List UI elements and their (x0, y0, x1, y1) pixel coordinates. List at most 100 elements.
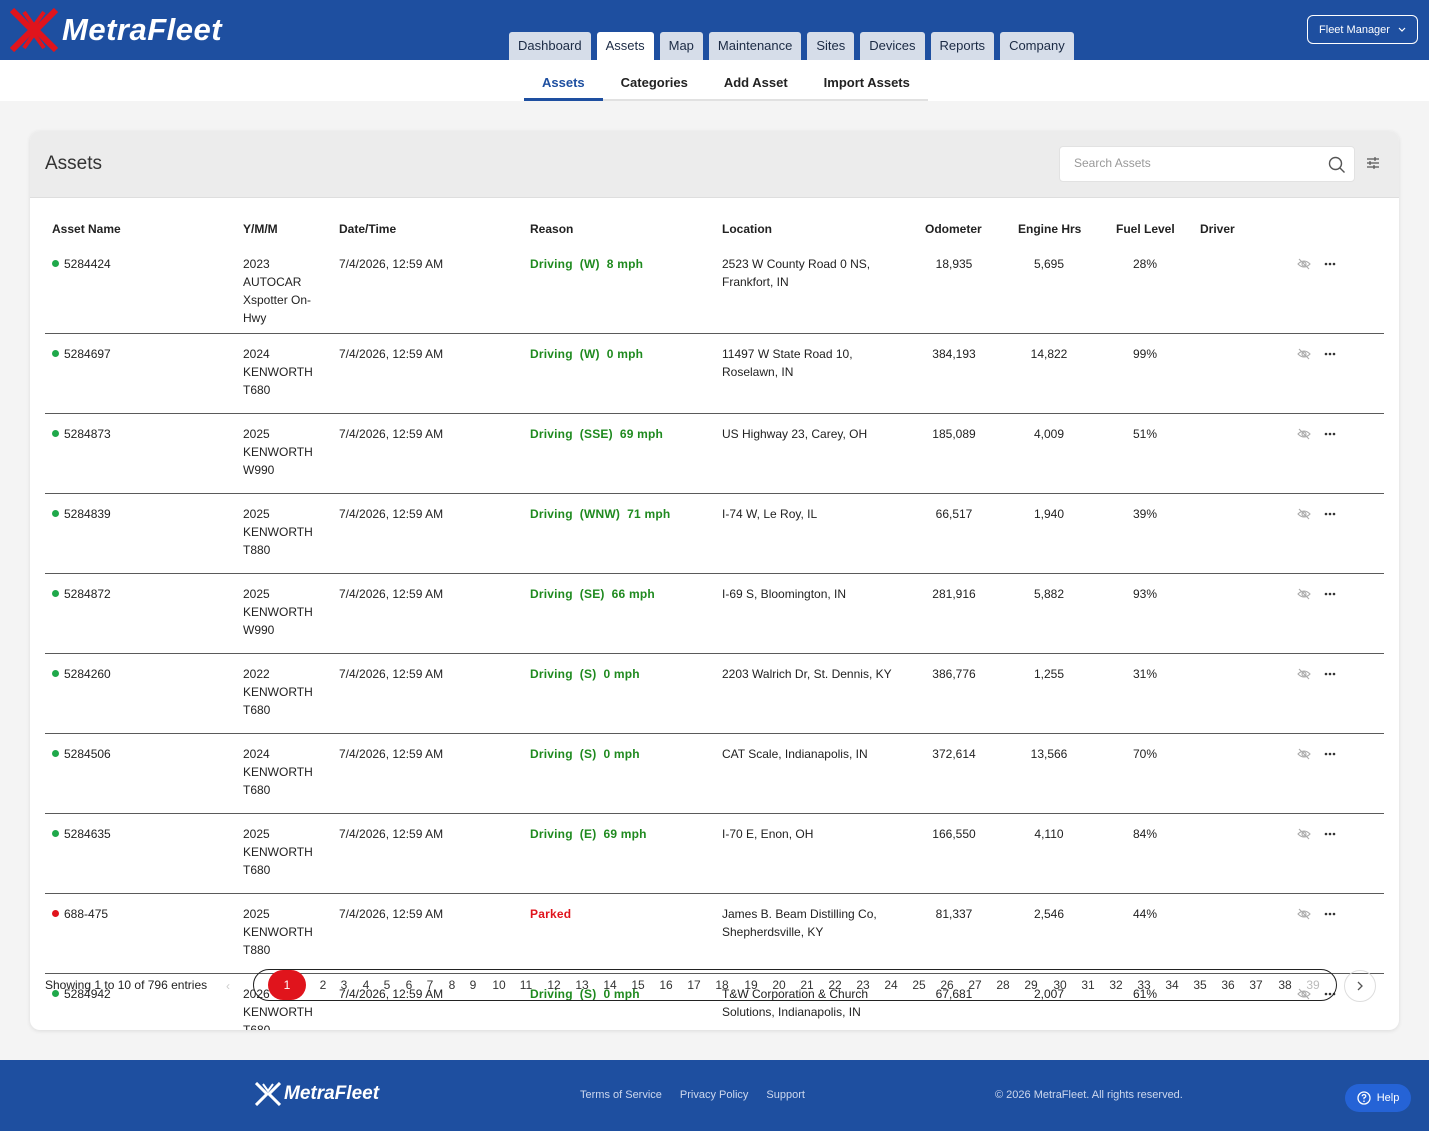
page-number[interactable]: 22 (828, 978, 842, 992)
asset-name-cell[interactable]: 5284872 (52, 585, 111, 603)
col-odometer[interactable]: Odometer (925, 222, 982, 236)
page-number[interactable]: 24 (884, 978, 898, 992)
page-number[interactable]: 28 (996, 978, 1010, 992)
asset-name[interactable]: 5284873 (64, 427, 111, 441)
asset-name[interactable]: 5284839 (64, 507, 111, 521)
nav-tab-dashboard[interactable]: Dashboard (509, 32, 591, 60)
page-number[interactable]: 39 (1306, 978, 1320, 992)
asset-name[interactable]: 5284260 (64, 667, 111, 681)
more-dots-icon[interactable] (1324, 432, 1336, 436)
asset-name[interactable]: 5284506 (64, 747, 111, 761)
eye-slash-icon[interactable] (1297, 588, 1311, 600)
asset-name-cell[interactable]: 5284635 (52, 825, 111, 843)
page-number[interactable]: 5 (383, 978, 391, 992)
footer-link-terms[interactable]: Terms of Service (580, 1089, 662, 1101)
asset-name-cell[interactable]: 5284697 (52, 345, 111, 363)
subtab-add-asset[interactable]: Add Asset (723, 75, 788, 90)
nav-tab-sites[interactable]: Sites (807, 32, 855, 60)
search-icon[interactable] (1328, 156, 1346, 174)
more-dots-icon[interactable] (1324, 262, 1336, 266)
nav-tab-maintenance[interactable]: Maintenance (708, 32, 802, 60)
brand-logo[interactable]: MetraFleet (9, 7, 222, 53)
page-number[interactable]: 6 (405, 978, 413, 992)
table-row[interactable]: 5284260 2022 KENWORTH T680 7/4/2026, 12:59 A… (45, 654, 1384, 734)
page-number[interactable]: 3 (340, 978, 348, 992)
page-number[interactable]: 15 (631, 978, 645, 992)
eye-slash-icon[interactable] (1297, 668, 1311, 680)
more-dots-icon[interactable] (1324, 912, 1336, 916)
page-number[interactable]: 7 (426, 978, 434, 992)
filter-sliders-icon[interactable] (1366, 156, 1380, 170)
table-row[interactable]: 5284424 2023 AUTOCAR Xspotter On- Hwy 7/4/202… (45, 244, 1384, 334)
asset-name[interactable]: 5284424 (64, 257, 111, 271)
page-number[interactable]: 38 (1278, 978, 1292, 992)
page-number[interactable]: 20 (772, 978, 786, 992)
nav-tab-devices[interactable]: Devices (860, 32, 925, 60)
eye-slash-icon[interactable] (1297, 348, 1311, 360)
more-dots-icon[interactable] (1324, 672, 1336, 676)
eye-slash-icon[interactable] (1297, 908, 1311, 920)
more-dots-icon[interactable] (1324, 752, 1336, 756)
col-engine-hrs[interactable]: Engine Hrs (1018, 222, 1082, 236)
page-number[interactable]: 19 (744, 978, 758, 992)
asset-name-cell[interactable]: 5284839 (52, 505, 111, 523)
nav-tab-reports[interactable]: Reports (930, 32, 995, 60)
asset-name[interactable]: 5284697 (64, 347, 111, 361)
eye-slash-icon[interactable] (1297, 508, 1311, 520)
page-number[interactable]: 34 (1165, 978, 1179, 992)
page-number[interactable]: 2 (319, 978, 327, 992)
col-location[interactable]: Location (722, 222, 772, 236)
page-number[interactable]: 14 (603, 978, 617, 992)
table-row[interactable]: 5284635 2025 KENWORTH T680 7/4/2026, 12:59 A… (45, 814, 1384, 894)
page-number[interactable]: 33 (1137, 978, 1151, 992)
table-row[interactable]: 688-475 2025 KENWORTH T880 7/4/2026, 12:59 A… (45, 894, 1384, 974)
subtab-assets[interactable]: Assets (524, 60, 603, 101)
more-dots-icon[interactable] (1324, 512, 1336, 516)
eye-slash-icon[interactable] (1297, 258, 1311, 270)
page-number[interactable]: 37 (1249, 978, 1263, 992)
page-number[interactable]: 27 (968, 978, 982, 992)
page-number[interactable]: 23 (856, 978, 870, 992)
page-number[interactable]: 17 (687, 978, 701, 992)
eye-slash-icon[interactable] (1297, 828, 1311, 840)
table-row[interactable]: 5284872 2025 KENWORTH W990 7/4/2026, 12:59 A… (45, 574, 1384, 654)
asset-name-cell[interactable]: 5284942 (52, 985, 111, 1003)
table-row[interactable]: 5284697 2024 KENWORTH T680 7/4/2026, 12:59 A… (45, 334, 1384, 414)
search-input[interactable] (1074, 156, 1314, 170)
asset-name-cell[interactable]: 688-475 (52, 905, 108, 923)
col-fuel-level[interactable]: Fuel Level (1116, 222, 1175, 236)
footer-link-support[interactable]: Support (766, 1089, 805, 1101)
page-number[interactable]: 9 (469, 978, 477, 992)
table-row[interactable]: 5284506 2024 KENWORTH T680 7/4/2026, 12:59 A… (45, 734, 1384, 814)
nav-tab-assets[interactable]: Assets (596, 32, 654, 60)
page-number[interactable]: 16 (659, 978, 673, 992)
page-number[interactable]: 31 (1081, 978, 1095, 992)
page-number[interactable]: 8 (448, 978, 456, 992)
nav-tab-company[interactable]: Company (1000, 32, 1074, 60)
more-dots-icon[interactable] (1324, 352, 1336, 356)
col-ymm[interactable]: Y/M/M (243, 222, 278, 236)
asset-name[interactable]: 5284872 (64, 587, 111, 601)
page-number[interactable]: 36 (1221, 978, 1235, 992)
asset-name[interactable]: 5284942 (64, 987, 111, 1001)
page-number[interactable]: 35 (1193, 978, 1207, 992)
table-row[interactable]: 5284873 2025 KENWORTH W990 7/4/2026, 12:59 A… (45, 414, 1384, 494)
page-number[interactable]: 26 (940, 978, 954, 992)
page-number[interactable]: 10 (492, 978, 506, 992)
eye-slash-icon[interactable] (1297, 988, 1311, 1000)
asset-name[interactable]: 5284635 (64, 827, 111, 841)
asset-name-cell[interactable]: 5284873 (52, 425, 111, 443)
asset-name-cell[interactable]: 5284506 (52, 745, 111, 763)
subtab-categories[interactable]: Categories (620, 75, 688, 90)
page-number[interactable]: 12 (547, 978, 561, 992)
asset-name[interactable]: 688-475 (64, 907, 109, 921)
col-asset-name[interactable]: Asset Name (52, 222, 121, 236)
col-datetime[interactable]: Date/Time (339, 222, 397, 236)
footer-link-privacy[interactable]: Privacy Policy (679, 1089, 749, 1101)
user-menu-button[interactable]: Fleet Manager (1307, 15, 1418, 44)
page-number[interactable]: 13 (575, 978, 589, 992)
subtab-import-assets[interactable]: Import Assets (823, 75, 910, 90)
table-row[interactable]: 5284839 2025 KENWORTH T880 7/4/2026, 12:59 A… (45, 494, 1384, 574)
col-reason[interactable]: Reason (530, 222, 574, 236)
help-button[interactable]: Help (1345, 1084, 1411, 1112)
